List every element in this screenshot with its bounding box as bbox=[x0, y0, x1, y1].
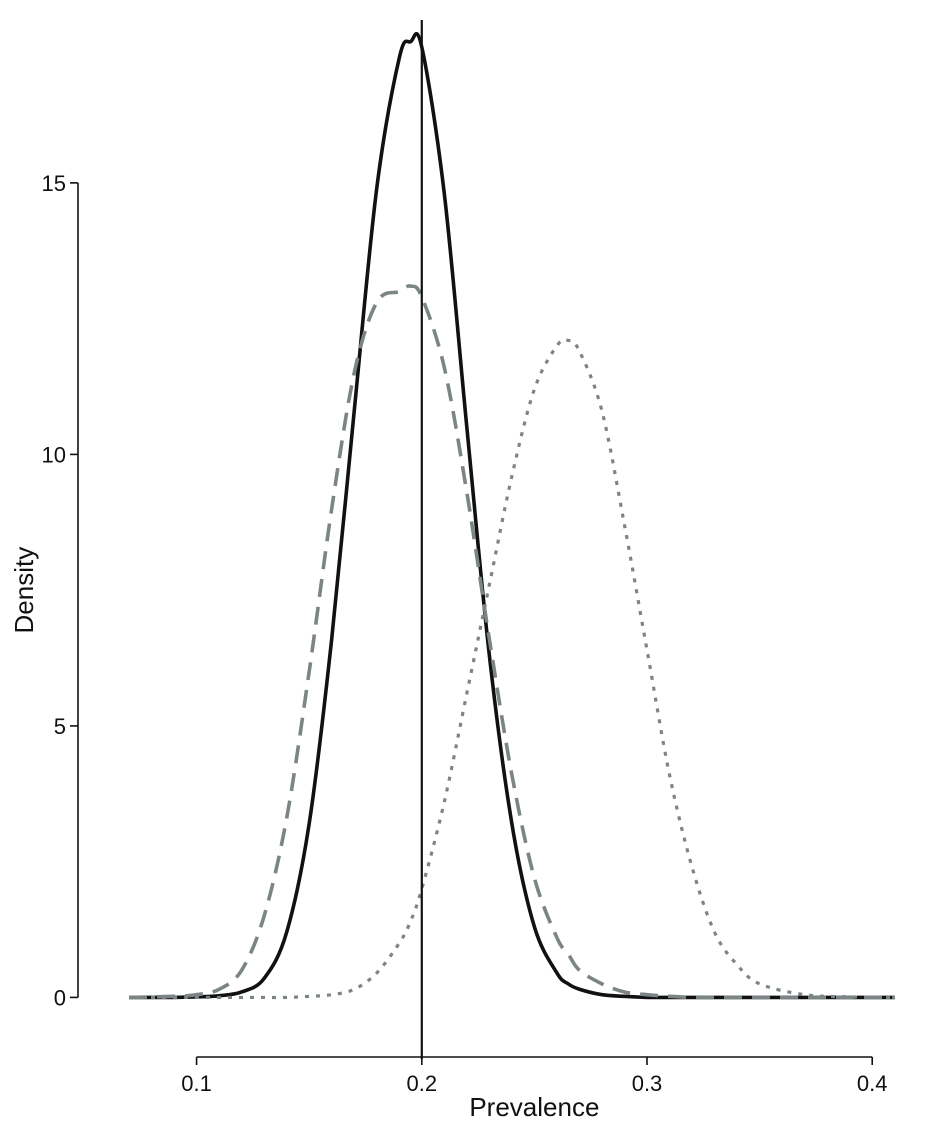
x-tick-label: 0.1 bbox=[181, 1071, 212, 1096]
density-series-dashed-line bbox=[129, 286, 895, 998]
y-ticks: 0 5 10 15 bbox=[42, 171, 78, 1011]
x-tick-label: 0.3 bbox=[632, 1071, 663, 1096]
axes-layer bbox=[78, 183, 872, 1057]
series-layer bbox=[129, 34, 895, 998]
y-tick-label: 0 bbox=[54, 985, 66, 1010]
y-tick-label: 10 bbox=[42, 442, 66, 467]
x-tick-label: 0.2 bbox=[406, 1071, 437, 1096]
y-tick-label: 15 bbox=[42, 171, 66, 196]
y-axis-title: Density bbox=[9, 547, 39, 634]
y-tick-label: 5 bbox=[54, 714, 66, 739]
density-series-dotted-line bbox=[129, 340, 895, 998]
x-axis-title: Prevalence bbox=[469, 1092, 599, 1122]
x-tick-label: 0.4 bbox=[857, 1071, 888, 1096]
density-series-solid-line bbox=[129, 34, 895, 998]
x-ticks: 0.1 0.2 0.3 0.4 bbox=[181, 1057, 887, 1096]
